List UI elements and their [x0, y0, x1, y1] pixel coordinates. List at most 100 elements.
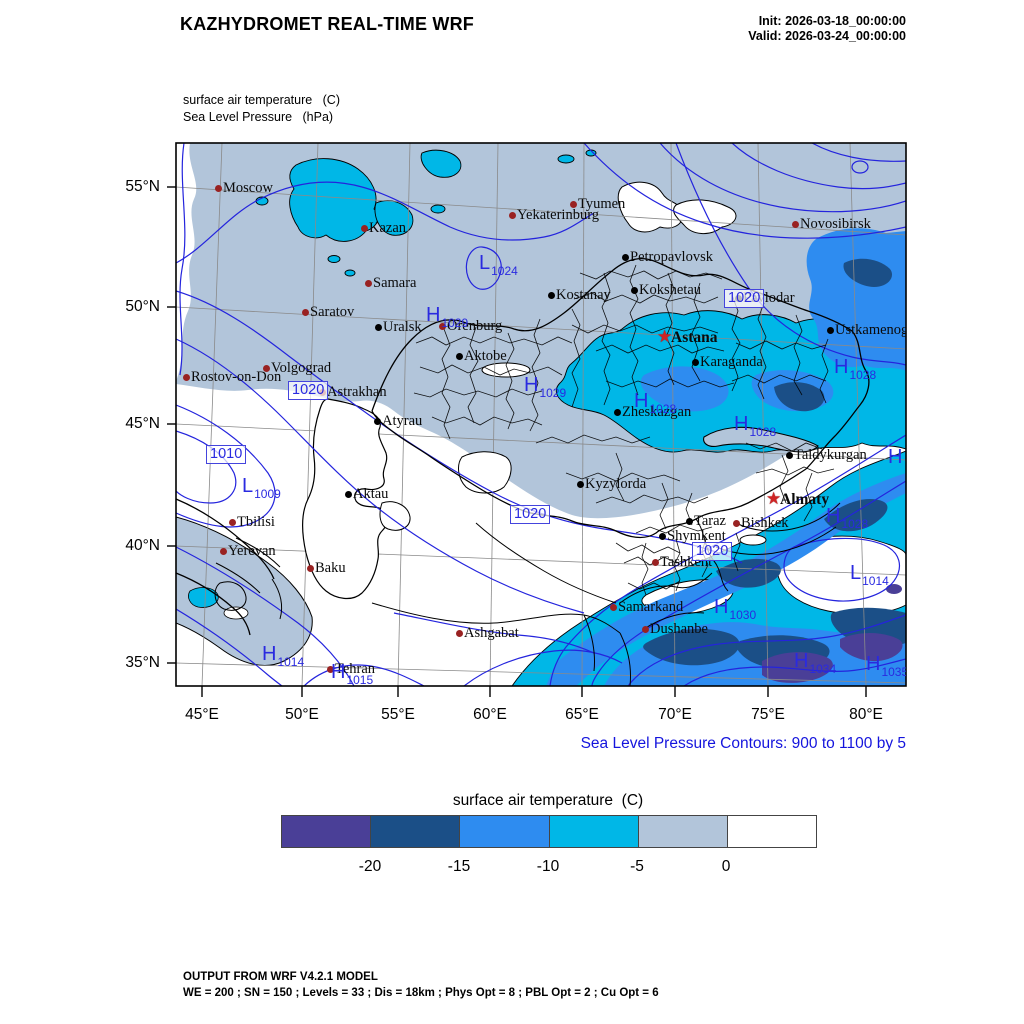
map-frame	[175, 142, 907, 687]
colorbar-segment	[727, 816, 817, 847]
pressure-center-label: H1015	[331, 661, 374, 686]
pressure-center-label: H1029	[524, 374, 567, 400]
city-label: Aktau	[353, 486, 389, 502]
city-marker	[455, 629, 463, 637]
lon-label: 70°E	[658, 706, 692, 723]
city-label: Shymkent	[667, 528, 726, 544]
lon-label: 55°E	[381, 706, 415, 723]
city-marker	[630, 286, 638, 294]
city-marker	[691, 358, 699, 366]
init-timestamp: Init: 2026-03-18_00:00:00	[758, 14, 906, 28]
pressure-center-label: H1035	[866, 653, 906, 679]
city-label: Tehran	[335, 661, 376, 677]
colorbar-segment	[549, 816, 639, 847]
city-label: Aktobe	[464, 348, 507, 364]
city-label: Taldykurgan	[794, 447, 867, 463]
pressure-center-label: H1029	[426, 304, 469, 330]
field-label-temperature: surface air temperature (C)	[183, 93, 340, 107]
city-label: Zheskazgan	[622, 404, 692, 420]
city-label: Orenburg	[447, 318, 503, 334]
city-marker	[182, 373, 190, 381]
city-label: Astrakhan	[327, 384, 387, 400]
map-terrain	[176, 143, 906, 686]
city-label: Kazan	[369, 220, 407, 236]
pressure-contour-label: 1010	[206, 445, 247, 464]
city-label: Taraz	[694, 513, 726, 529]
colorbar-segment	[460, 816, 550, 847]
lon-label: 80°E	[849, 706, 883, 723]
city-label: Samara	[373, 275, 417, 291]
lat-label: 40°N	[125, 537, 160, 554]
field-label-pressure: Sea Level Pressure (hPa)	[183, 110, 334, 124]
pressure-contour-label: 1020	[510, 505, 551, 524]
city-marker	[658, 532, 666, 540]
city-marker	[214, 184, 222, 192]
footer-config-line: WE = 200 ; SN = 150 ; Levels = 33 ; Dis …	[183, 987, 659, 999]
city-label: Novosibirsk	[800, 216, 871, 232]
city-label: Karaganda	[700, 354, 763, 370]
city-label: Bishkek	[741, 515, 789, 531]
city-label: Petropavlovsk	[630, 249, 713, 265]
colorbar	[281, 815, 817, 848]
map-annotations: Moscow Kazan Samara Saratov Yekaterinburg Tyu…	[176, 143, 906, 686]
city-marker	[732, 519, 740, 527]
city-label: Saratov	[310, 304, 355, 320]
colorbar-title: surface air temperature (C)	[452, 792, 644, 809]
pressure-center-label: L1009	[242, 475, 281, 501]
city-label: Dushanbe	[650, 621, 708, 637]
lon-label: 75°E	[751, 706, 785, 723]
capital-star-marker: ★	[766, 489, 782, 508]
weather-map	[167, 142, 907, 697]
city-marker	[547, 291, 555, 299]
city-label: Almaty	[780, 491, 830, 508]
city-marker	[641, 625, 649, 633]
lat-label: 55°N	[125, 178, 160, 195]
pressure-contour-label: 1020	[692, 542, 733, 561]
city-marker	[455, 352, 463, 360]
city-label: Tbilisi	[237, 514, 275, 530]
city-label: Astana	[671, 329, 718, 346]
city-marker	[326, 665, 334, 673]
city-label: Ustkamenogorsk	[835, 322, 906, 338]
colorbar-segment	[638, 816, 728, 847]
pressure-center-label: L1014	[850, 562, 889, 588]
pressure-center-label: H1028	[634, 390, 677, 416]
page-title: KAZHYDROMET REAL-TIME WRF	[180, 14, 474, 34]
city-marker	[685, 517, 693, 525]
city-marker	[569, 200, 577, 208]
colorbar-segment	[371, 816, 461, 847]
city-marker	[826, 326, 834, 334]
pressure-center-label: H1028	[834, 356, 877, 382]
pressure-center-label: H1014	[262, 643, 305, 669]
city-marker	[374, 323, 382, 331]
capital-star-marker: ★	[657, 327, 673, 346]
city-marker	[219, 547, 227, 555]
admin-mesh	[413, 264, 835, 596]
axis-ticks	[167, 186, 867, 697]
city-marker	[621, 253, 629, 261]
region-borders	[214, 502, 841, 686]
water-bodies	[301, 398, 819, 600]
city-label: Kokshetau	[639, 282, 702, 298]
city-label: Baku	[315, 560, 346, 576]
city-marker	[373, 417, 381, 425]
city-marker	[609, 603, 617, 611]
city-marker	[613, 408, 621, 416]
city-label: Kostanay	[556, 287, 611, 303]
valid-timestamp: Valid: 2026-03-24_00:00:00	[748, 29, 906, 43]
country-borders	[176, 257, 870, 636]
pressure-center-label: H	[888, 446, 903, 468]
city-label: Uralsk	[383, 319, 422, 335]
city-label: Yerevan	[228, 543, 276, 559]
lat-label: 50°N	[125, 298, 160, 315]
pressure-contour-label: 1020	[724, 289, 765, 308]
lat-label: 45°N	[125, 415, 160, 432]
city-label: Tyumen	[578, 196, 626, 212]
pressure-center-label: H1028	[826, 505, 869, 531]
lon-label: 60°E	[473, 706, 507, 723]
city-marker	[576, 480, 584, 488]
colorbar-tick-label: -15	[447, 858, 471, 875]
lon-label: 65°E	[565, 706, 599, 723]
colorbar-tick-label: -5	[630, 858, 644, 875]
city-label: Samarkand	[618, 599, 684, 615]
